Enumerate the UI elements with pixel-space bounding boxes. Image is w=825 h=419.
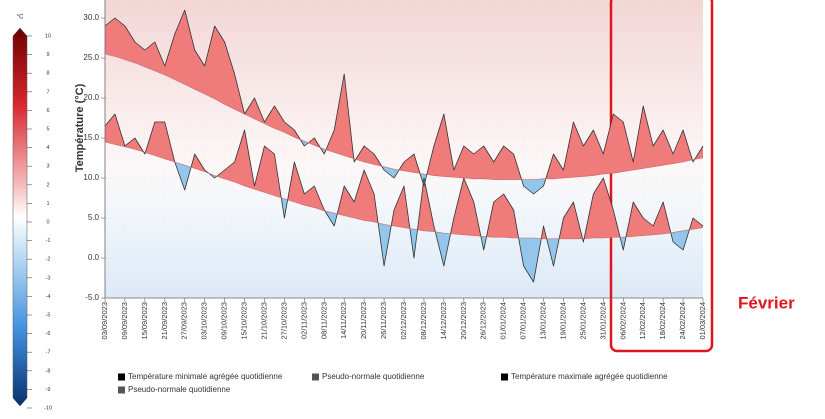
x-tick-label: 06/02/2024 <box>618 302 627 340</box>
y-tick-label: 0.0 <box>88 253 100 262</box>
x-tick-label: 24/02/2024 <box>678 302 687 340</box>
y-tick-label: 10.0 <box>83 173 99 182</box>
x-tick-label: 20/11/2023 <box>359 302 368 339</box>
color-scale-label: -8 <box>46 368 51 374</box>
color-scale-label: 5 <box>46 126 49 132</box>
x-tick-label: 26/11/2023 <box>379 302 388 339</box>
x-tick-label: 18/02/2024 <box>658 302 667 340</box>
x-tick-label: 03/09/2023 <box>100 302 109 340</box>
legend-label: Pseudo-normale quotidienne <box>128 385 231 394</box>
color-scale-label: -1 <box>46 238 51 244</box>
y-tick-label: -5.0 <box>85 293 99 302</box>
color-scale-label: -5 <box>46 312 51 318</box>
x-tick-label: 25/01/2024 <box>578 302 587 340</box>
y-axis-title: Température (°C) <box>74 83 86 172</box>
y-tick-label: 15.0 <box>83 133 99 142</box>
color-scale-label: 4 <box>46 145 49 151</box>
legend-label: Température minimale agrégée quotidienne <box>128 372 283 381</box>
legend-swatch <box>312 373 319 381</box>
legend-swatch <box>501 373 508 381</box>
x-tick-label: 21/10/2023 <box>259 302 268 340</box>
x-tick-label: 08/11/2023 <box>319 302 328 339</box>
color-scale-label: 8 <box>46 71 49 77</box>
legend-swatch <box>118 373 125 381</box>
color-scale-label: -7 <box>46 350 51 356</box>
x-tick-label: 19/01/2024 <box>558 302 567 340</box>
color-scale-label: 10 <box>45 33 51 39</box>
x-tick-label: 27/09/2023 <box>180 302 189 340</box>
temperature-line <box>104 113 704 283</box>
color-scale-label: 9 <box>46 52 49 58</box>
color-scale-label: -6 <box>46 331 51 337</box>
x-tick-label: 12/02/2024 <box>638 302 647 340</box>
legend-label: Température maximale agrégée quotidienne <box>511 372 668 381</box>
x-tick-label: 01/01/2024 <box>499 302 508 340</box>
x-tick-label: 09/10/2023 <box>220 302 229 340</box>
x-tick-label: 07/01/2024 <box>519 302 528 340</box>
color-scale-label: -4 <box>46 294 51 300</box>
x-tick-label: 20/12/2023 <box>459 302 468 340</box>
annotation: Février <box>738 293 795 312</box>
color-scale-label: 6 <box>46 108 49 114</box>
x-tick-label: 27/10/2023 <box>279 302 288 340</box>
x-tick-label: 14/11/2023 <box>339 302 348 339</box>
anomaly-above <box>105 114 703 239</box>
x-tick-label: 02/12/2023 <box>399 302 408 340</box>
legend-label: Pseudo-normale quotidienne <box>322 372 425 381</box>
y-tick-label: 25.0 <box>83 53 99 62</box>
plot-background <box>105 0 703 298</box>
anomaly-above <box>105 10 703 180</box>
color-scale-unit: °C <box>17 15 24 21</box>
x-tick-label: 03/10/2023 <box>200 302 209 340</box>
y-tick-label: 30.0 <box>83 13 99 22</box>
x-tick-label: 15/09/2023 <box>140 302 149 340</box>
color-scale-label: -2 <box>46 257 51 263</box>
color-scale-bar <box>12 27 28 407</box>
x-tick-label: 09/09/2023 <box>120 302 129 340</box>
color-scale-label: -10 <box>44 405 52 411</box>
legend-swatch <box>118 386 125 394</box>
color-scale-label: -3 <box>46 275 51 281</box>
x-tick-label: 21/09/2023 <box>160 302 169 340</box>
x-tick-label: 26/12/2023 <box>479 302 488 340</box>
x-tick-label: 13/01/2024 <box>539 302 548 340</box>
color-scale-label: -9 <box>46 387 51 393</box>
x-tick-label: 15/10/2023 <box>240 302 249 340</box>
color-scale-label: 2 <box>46 182 49 188</box>
y-tick-label: 20.0 <box>83 93 99 102</box>
temperature-line <box>104 9 704 195</box>
x-tick-label: 01/03/2024 <box>698 302 707 340</box>
color-scale-label: 7 <box>46 89 49 95</box>
normal-line <box>104 141 704 240</box>
x-tick-label: 08/12/2023 <box>419 302 428 340</box>
y-tick-label: 5.0 <box>88 213 100 222</box>
normal-line <box>104 53 704 180</box>
x-tick-label: 14/12/2023 <box>439 302 448 340</box>
x-tick-label: 02/11/2023 <box>299 302 308 339</box>
color-scale-label: 3 <box>46 164 49 170</box>
color-scale-label: 0 <box>46 219 49 225</box>
color-scale-label: 1 <box>46 201 49 207</box>
x-tick-label: 31/01/2024 <box>598 302 607 340</box>
